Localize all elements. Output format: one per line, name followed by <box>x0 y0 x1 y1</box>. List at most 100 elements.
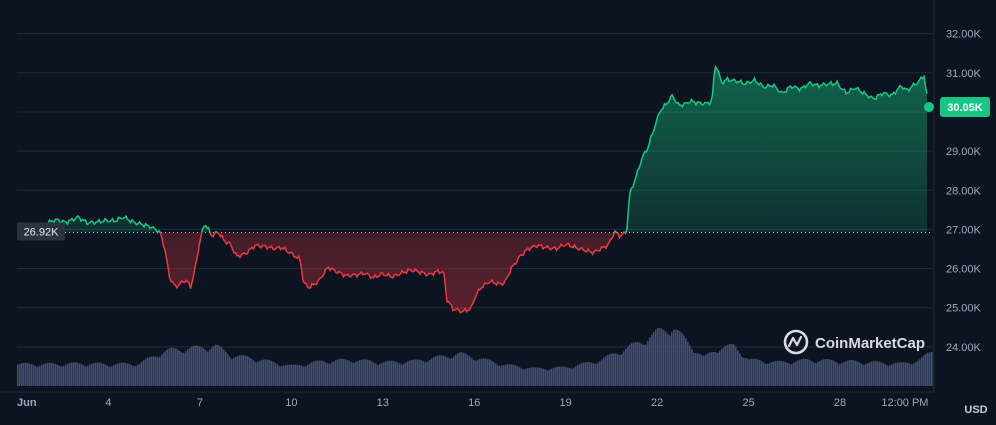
volume-bar <box>95 362 97 386</box>
volume-bar <box>621 354 623 386</box>
volume-bar <box>609 354 611 386</box>
y-tick-label: 27.00K <box>946 224 982 236</box>
volume-bar <box>875 361 877 386</box>
volume-bar <box>471 358 473 386</box>
volume-bar <box>553 367 555 386</box>
volume-bar <box>267 359 269 386</box>
volume-bar <box>555 367 557 386</box>
volume-bar <box>731 344 733 386</box>
volume-bar <box>899 362 901 386</box>
volume-bar <box>749 359 751 386</box>
volume-bar <box>385 361 387 386</box>
logo-ring <box>783 329 809 355</box>
volume-bar <box>327 363 329 386</box>
volume-bar <box>549 369 551 386</box>
volume-bar <box>17 364 19 386</box>
volume-bar <box>577 365 579 386</box>
volume-bar <box>53 363 55 386</box>
volume-bar <box>269 360 271 386</box>
volume-bar <box>649 337 651 386</box>
volume-bar <box>845 361 847 386</box>
volume-bar <box>293 364 295 386</box>
volume-bar <box>419 359 421 386</box>
volume-bar <box>277 364 279 386</box>
price-line[interactable] <box>20 64 928 314</box>
volume-bar <box>341 358 343 386</box>
volume-bar <box>57 364 59 386</box>
volume-bar <box>719 350 721 386</box>
volume-bar <box>501 365 503 386</box>
y-axis: 24.00K 25.00K 26.00K 27.00K 28.00K 29.00K 30.0… <box>946 29 982 354</box>
volume-bar <box>177 349 179 386</box>
volume-bar <box>493 362 495 386</box>
volume-bar <box>451 358 453 386</box>
volume-bar <box>567 367 569 386</box>
volume-bar <box>449 358 451 386</box>
volume-bar <box>465 353 467 386</box>
volume-bar <box>333 361 335 386</box>
currency-label: USD <box>964 404 987 416</box>
volume-bar <box>453 356 455 386</box>
volume-bar <box>319 360 321 386</box>
volume-bar <box>147 357 149 386</box>
volume-bar <box>765 363 767 386</box>
volume-bar <box>413 359 415 386</box>
volume-bar <box>295 364 297 386</box>
volume-bar <box>509 364 511 386</box>
volume-bar <box>115 364 117 386</box>
volume-bar <box>353 363 355 386</box>
reference-label-text: 26.92K <box>24 227 60 239</box>
volume-bar <box>81 364 83 386</box>
volume-bar <box>441 355 443 386</box>
volume-bar <box>285 364 287 386</box>
volume-bar <box>701 355 703 386</box>
volume-bar <box>69 362 71 386</box>
volume-bar <box>407 361 409 386</box>
volume-bar <box>209 349 211 386</box>
volume-bar <box>909 363 911 386</box>
volume-bar <box>253 360 255 386</box>
volume-bar <box>399 363 401 386</box>
volume-bar <box>661 328 663 386</box>
volume-bar <box>89 364 91 386</box>
volume-bar <box>697 353 699 386</box>
volume-bar <box>39 365 41 386</box>
volume-bar <box>197 345 199 386</box>
volume-bar <box>747 358 749 386</box>
volume-bar <box>617 354 619 386</box>
volume-bar <box>769 362 771 386</box>
volume-bar <box>591 362 593 386</box>
volume-bar <box>211 347 213 386</box>
price-line-up <box>20 64 928 233</box>
price-area <box>21 66 927 313</box>
volume-bar <box>497 365 499 386</box>
volume-bar <box>257 361 259 386</box>
volume-bar <box>865 364 867 386</box>
volume-bar <box>659 327 661 386</box>
volume-bar <box>223 349 225 386</box>
volume-bar <box>225 351 227 386</box>
volume-bar <box>245 355 247 386</box>
volume-bar <box>335 360 337 386</box>
volume-bar <box>169 347 171 386</box>
coinmarketcap-watermark: CoinMarketCap <box>783 329 925 355</box>
volume-bar <box>397 362 399 386</box>
volume-bar <box>665 331 667 386</box>
volume-bar <box>535 367 537 386</box>
volume-bar <box>681 332 683 386</box>
volume-bar <box>219 346 221 386</box>
volume-bar <box>575 366 577 386</box>
volume-bar <box>685 338 687 386</box>
volume-bar <box>455 354 457 386</box>
volume-bar <box>633 342 635 386</box>
volume-bar <box>199 346 201 386</box>
volume-bar <box>227 354 229 386</box>
volume-bar <box>683 335 685 386</box>
volume-bar <box>801 359 803 386</box>
volume-bar <box>543 368 545 386</box>
volume-bar <box>655 329 657 386</box>
volume-bar <box>771 362 773 386</box>
volume-bar <box>723 347 725 386</box>
